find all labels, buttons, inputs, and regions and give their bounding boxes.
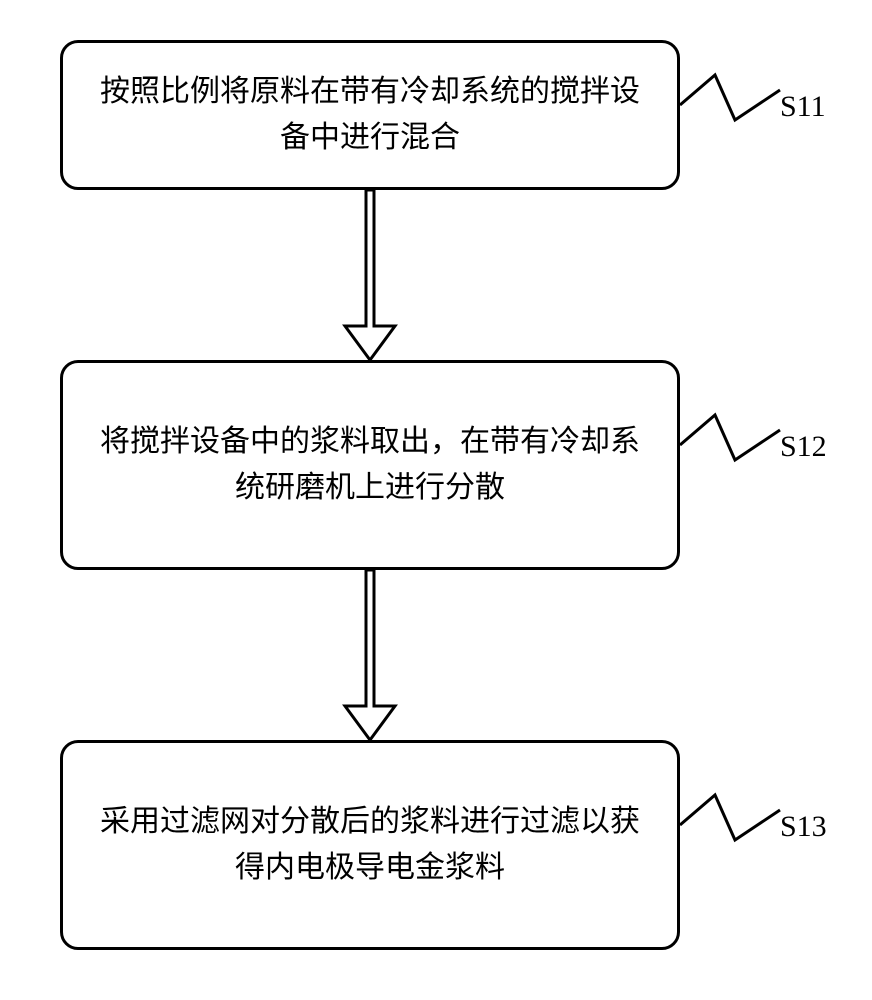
flow-arrow-2 — [345, 570, 395, 740]
flow-arrow-1 — [345, 190, 395, 360]
step-label-s13: S13 — [780, 810, 827, 844]
step-label-s11: S11 — [780, 90, 826, 124]
step-box-s13: 采用过滤网对分散后的浆料进行过滤以获得内电极导电金浆料 — [60, 740, 680, 950]
step-text-s11: 按照比例将原料在带有冷却系统的搅拌设备中进行混合 — [93, 69, 647, 162]
step-box-s11: 按照比例将原料在带有冷却系统的搅拌设备中进行混合 — [60, 40, 680, 190]
zigzag-s11 — [680, 75, 780, 120]
step-text-s12: 将搅拌设备中的浆料取出，在带有冷却系统研磨机上进行分散 — [93, 419, 647, 512]
step-box-s12: 将搅拌设备中的浆料取出，在带有冷却系统研磨机上进行分散 — [60, 360, 680, 570]
flowchart-canvas: 按照比例将原料在带有冷却系统的搅拌设备中进行混合 S11 将搅拌设备中的浆料取出，在… — [0, 0, 872, 1000]
zigzag-s13 — [680, 795, 780, 840]
step-text-s13: 采用过滤网对分散后的浆料进行过滤以获得内电极导电金浆料 — [93, 799, 647, 892]
step-label-s12: S12 — [780, 430, 827, 464]
zigzag-s12 — [680, 415, 780, 460]
